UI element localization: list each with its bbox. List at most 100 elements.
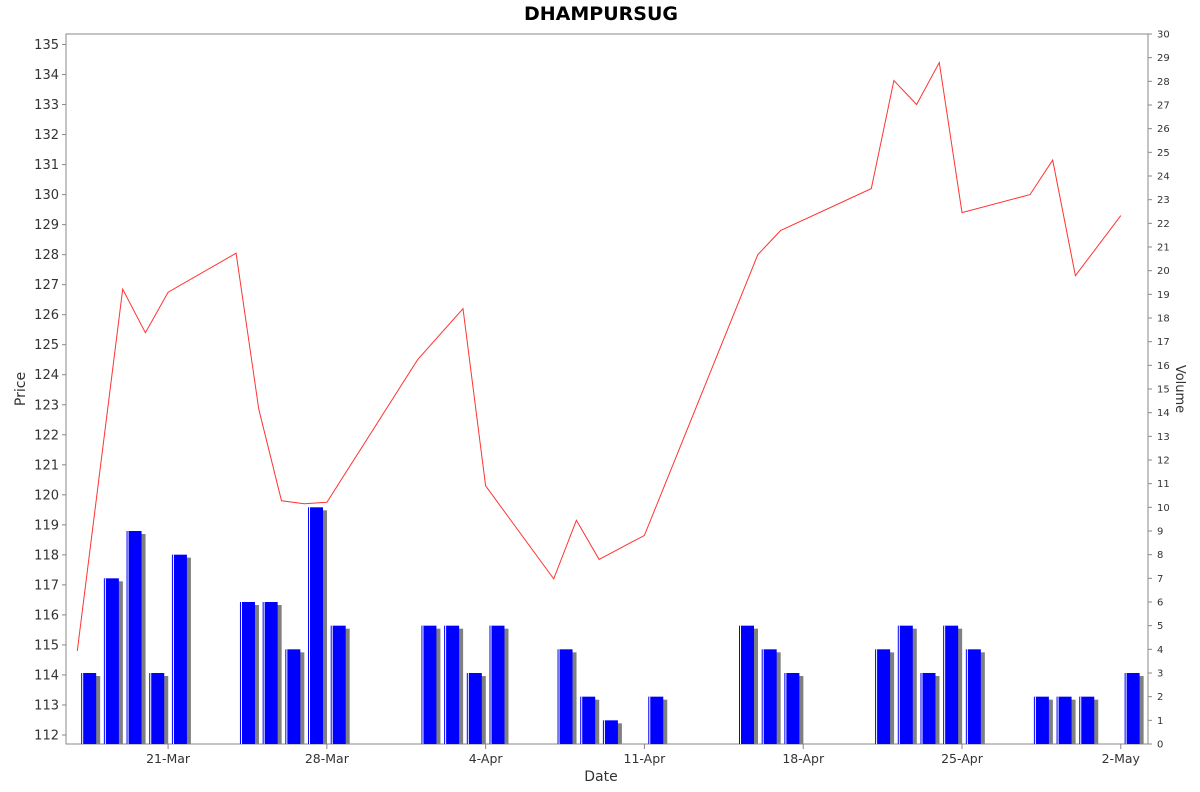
volume-tick-label: 22 (1157, 219, 1170, 230)
price-tick-label: 117 (34, 578, 59, 593)
price-tick-label: 122 (34, 428, 59, 443)
volume-tick-label: 12 (1157, 456, 1170, 467)
price-tick-label: 134 (34, 68, 59, 83)
price-tick-label: 113 (34, 698, 59, 713)
volume-bar (1033, 696, 1049, 744)
volume-tick-label: 28 (1157, 77, 1170, 88)
volume-tick-label: 24 (1157, 172, 1170, 183)
volume-tick-label: 21 (1157, 243, 1170, 254)
volume-tick-label: 11 (1157, 479, 1170, 490)
volume-bar (1124, 673, 1140, 744)
volume-tick-label: 1 (1157, 716, 1163, 727)
price-tick-label: 115 (34, 638, 59, 653)
volume-bar (126, 531, 142, 744)
volume-tick-label: 13 (1157, 432, 1170, 443)
volume-bar (81, 673, 97, 744)
volume-bar (602, 720, 618, 744)
price-tick-label: 131 (34, 158, 59, 173)
volume-tick-label: 4 (1157, 645, 1163, 656)
volume-tick-label: 10 (1157, 503, 1170, 514)
volume-tick-label: 30 (1157, 30, 1170, 41)
volume-tick-label: 7 (1157, 574, 1163, 585)
date-tick-label: 28-Mar (305, 751, 350, 766)
volume-tick-label: 8 (1157, 550, 1163, 561)
x-axis-title: Date (584, 769, 617, 785)
price-tick-label: 132 (34, 128, 59, 143)
price-axis: 112 113 114 115 116 117 118 119 120 121 122 123 124 1… (34, 38, 66, 743)
date-tick-label: 18-Apr (782, 751, 825, 766)
price-tick-label: 120 (34, 488, 59, 503)
y2-axis-title: Volume (1172, 365, 1187, 413)
volume-bar (875, 649, 891, 744)
volume-axis: 0123456789101112131415161718192021222324… (1148, 30, 1170, 751)
volume-bar (580, 696, 596, 744)
price-tick-label: 114 (34, 668, 59, 683)
volume-bar (444, 625, 460, 744)
volume-tick-label: 26 (1157, 124, 1170, 135)
price-line-group (76, 60, 1122, 651)
price-tick-label: 123 (34, 398, 59, 413)
volume-tick-label: 25 (1157, 148, 1170, 159)
price-tick-label: 133 (34, 98, 59, 113)
price-tick-label: 112 (34, 728, 59, 743)
volume-tick-label: 27 (1157, 101, 1170, 112)
volume-bar (466, 673, 482, 744)
date-tick-label: 4-Apr (469, 751, 504, 766)
price-tick-label: 124 (34, 368, 59, 383)
volume-bar (1079, 696, 1095, 744)
price-tick-label: 119 (34, 518, 59, 533)
volume-bar (103, 578, 119, 744)
price-tick-label: 130 (34, 188, 59, 203)
volume-tick-label: 23 (1157, 195, 1170, 206)
volume-bar (330, 625, 346, 744)
chart-title: DHAMPURSUG (524, 3, 678, 25)
volume-tick-label: 17 (1157, 337, 1170, 348)
price-tick-label: 116 (34, 608, 59, 623)
volume-bar (308, 507, 324, 744)
volume-bar (761, 649, 777, 744)
price-tick-label: 121 (34, 458, 59, 473)
plot-area (65, 33, 1149, 745)
volume-bar (171, 554, 187, 744)
volume-bar (262, 602, 278, 744)
volume-bar (239, 602, 255, 744)
volume-bars (81, 507, 1144, 744)
volume-tick-label: 16 (1157, 361, 1170, 372)
volume-tick-label: 19 (1157, 290, 1170, 301)
volume-tick-label: 15 (1157, 385, 1170, 396)
volume-tick-label: 5 (1157, 621, 1163, 632)
volume-bar (784, 673, 800, 744)
date-tick-label: 11-Apr (624, 751, 667, 766)
volume-bar (648, 696, 664, 744)
price-tick-label: 126 (34, 308, 59, 323)
volume-tick-label: 14 (1157, 408, 1170, 419)
price-tick-label: 118 (34, 548, 59, 563)
volume-tick-label: 2 (1157, 692, 1163, 703)
volume-bar (965, 649, 981, 744)
volume-tick-label: 29 (1157, 53, 1170, 64)
volume-tick-label: 9 (1157, 527, 1163, 538)
price-tick-label: 125 (34, 338, 59, 353)
volume-bar (943, 625, 959, 744)
volume-bar (149, 673, 165, 744)
volume-tick-label: 20 (1157, 266, 1170, 277)
volume-tick-label: 6 (1157, 598, 1163, 609)
date-axis: 21-Mar 28-Mar 4-Apr 11-Apr 18-Apr 25-Apr 2-May (146, 744, 1141, 766)
volume-bar (285, 649, 301, 744)
date-tick-label: 25-Apr (941, 751, 984, 766)
price-tick-label: 129 (34, 218, 59, 233)
date-tick-label: 21-Mar (146, 751, 191, 766)
volume-bar (1056, 696, 1072, 744)
y-axis-title: Price (13, 372, 29, 406)
price-tick-label: 128 (34, 248, 59, 263)
volume-bar (557, 649, 573, 744)
volume-bar (739, 625, 755, 744)
price-line (76, 60, 1122, 651)
price-tick-label: 127 (34, 278, 59, 293)
volume-bar (421, 625, 437, 744)
price-tick-label: 135 (34, 38, 59, 53)
volume-bar (489, 625, 505, 744)
date-tick-label: 2-May (1102, 751, 1141, 766)
